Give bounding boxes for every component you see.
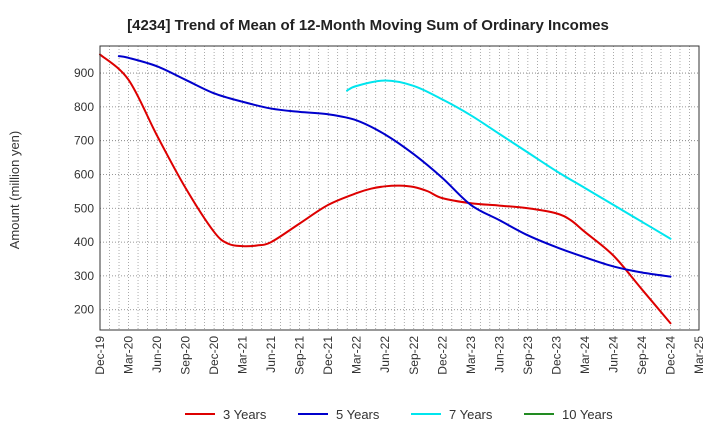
y-axis-label: Amount (million yen)	[7, 131, 22, 250]
y-tick-label: 900	[74, 66, 94, 80]
y-tick-labels: 200 300 400 500 600 700 800 900	[74, 66, 94, 317]
x-tick-label: Mar-24	[578, 336, 592, 374]
plot-area	[100, 46, 699, 330]
series-group	[99, 53, 672, 325]
x-tick-label: Jun-21	[264, 336, 278, 373]
x-tick-label: Jun-24	[606, 336, 620, 373]
y-tick-label: 600	[74, 167, 94, 181]
series-line-7-years	[346, 79, 672, 240]
x-tick-label: Jun-22	[378, 336, 392, 373]
x-tick-label: Dec-21	[321, 336, 335, 375]
x-tick-label: Sep-20	[179, 336, 193, 375]
x-tick-label: Dec-20	[207, 336, 221, 375]
legend-label-10-years: 10 Years	[562, 407, 613, 422]
series-line-5-years	[117, 55, 672, 278]
x-tick-label: Sep-24	[635, 336, 649, 375]
x-tick-label: Mar-21	[236, 336, 250, 374]
x-tick-label: Mar-25	[692, 336, 706, 374]
legend-label-3-years: 3 Years	[223, 407, 267, 422]
x-tick-label: Dec-23	[549, 336, 563, 375]
series-line-3-years	[99, 53, 672, 325]
x-tick-label: Dec-24	[663, 336, 677, 375]
x-tick-labels: Dec-19 Mar-20 Jun-20 Sep-20 Dec-20 Mar-21 Jun-…	[93, 336, 706, 375]
x-tick-label: Jun-20	[150, 336, 164, 373]
plot-frame	[99, 45, 700, 331]
y-tick-label: 400	[74, 235, 94, 249]
chart-title: [4234] Trend of Mean of 12-Month Moving …	[127, 17, 609, 34]
y-tick-label: 200	[74, 303, 94, 317]
legend-label-7-years: 7 Years	[449, 407, 493, 422]
legend: 3 Years 5 Years 7 Years 10 Years	[185, 407, 613, 422]
x-tick-label: Sep-23	[521, 336, 535, 375]
x-tick-label: Dec-19	[93, 336, 107, 375]
x-tick-label: Mar-22	[350, 336, 364, 374]
x-tick-label: Mar-23	[464, 336, 478, 374]
x-tick-label: Jun-23	[492, 336, 506, 373]
x-tick-label: Mar-20	[122, 336, 136, 374]
x-tick-label: Sep-21	[293, 336, 307, 375]
legend-label-5-years: 5 Years	[336, 407, 380, 422]
y-tick-label: 500	[74, 201, 94, 215]
x-tick-label: Dec-22	[435, 336, 449, 375]
y-tick-label: 700	[74, 134, 94, 148]
y-tick-label: 800	[74, 100, 94, 114]
x-tick-label: Sep-22	[407, 336, 421, 375]
y-tick-label: 300	[74, 269, 94, 283]
